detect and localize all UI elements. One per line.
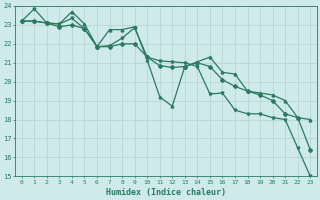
X-axis label: Humidex (Indice chaleur): Humidex (Indice chaleur) (106, 188, 226, 197)
